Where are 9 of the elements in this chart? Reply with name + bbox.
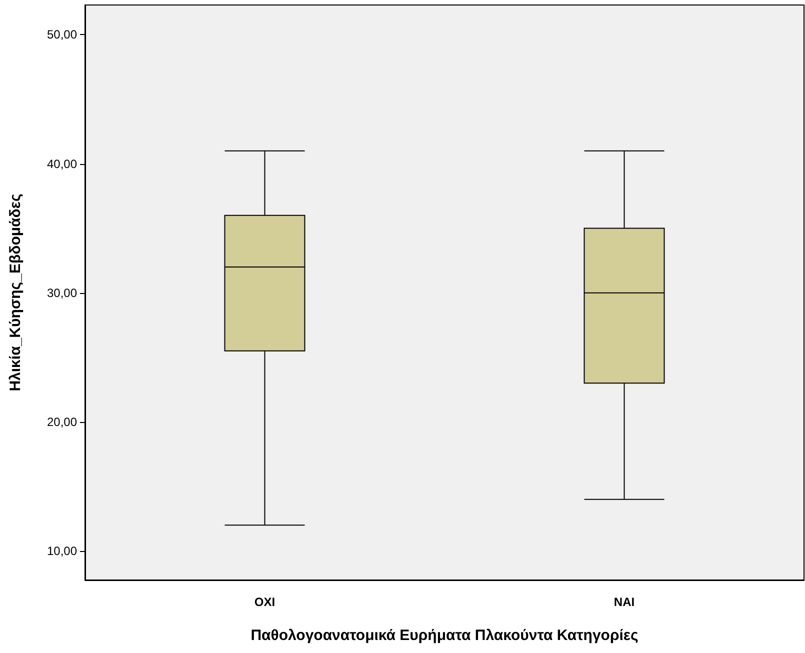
y-tick-label: 30,00 (46, 286, 78, 300)
y-axis-title: Ηλικία_Κύησης_Εβδομάδες (7, 194, 24, 392)
x-axis-title: Παθολογοανατομικά Ευρήματα Πλακούντα Κατηγορίες (250, 627, 639, 644)
y-tick-label: 50,00 (46, 28, 78, 42)
x-tick-label: ΟΧΙ (254, 595, 276, 609)
y-tick-label: 40,00 (46, 156, 78, 171)
y-tick-label: 20,00 (46, 414, 78, 429)
x-tick-label: ΝΑΙ (614, 595, 635, 609)
y-tick-label: 10,00 (46, 544, 78, 558)
